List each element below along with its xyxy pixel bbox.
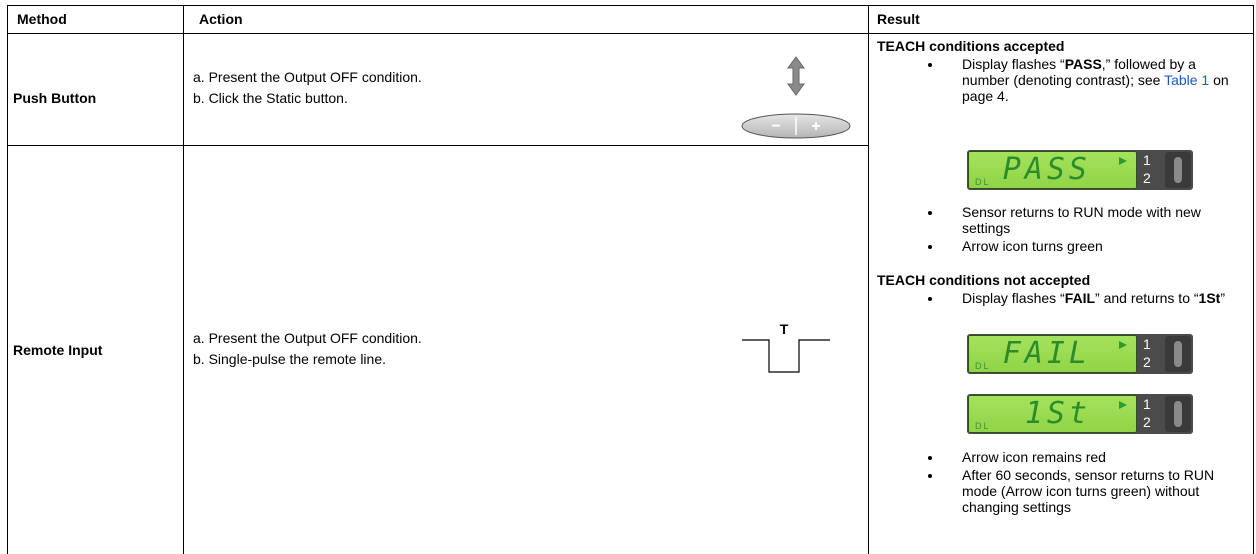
channel-label: 1 [1143, 336, 1151, 352]
lcd-mode: DL [975, 361, 991, 371]
text: Display flashes “ [962, 290, 1065, 306]
result-item: After 60 seconds, sensor returns to RUN … [962, 467, 1215, 515]
method-cell: Push Button [13, 90, 97, 106]
lcd-screen: 1St DL [968, 395, 1137, 433]
text: on page 4. [962, 72, 1229, 104]
bullet [928, 297, 932, 301]
lcd-display: PASS DL 1 2 [967, 150, 1193, 190]
result-item: Arrow icon turns green [962, 238, 1103, 254]
lcd-display: FAIL DL 1 2 [967, 334, 1193, 374]
lcd-text: FAIL [1002, 336, 1091, 371]
table-border [7, 5, 1254, 6]
lcd-display: 1St DL 1 2 [967, 394, 1193, 434]
channel-label: 2 [1143, 354, 1151, 370]
result-item: Display flashes “FAIL” and returns to “1… [962, 290, 1244, 306]
lcd-text: 1St [1024, 396, 1091, 431]
bullet [928, 245, 932, 249]
text: ” [1220, 290, 1226, 306]
text: Display flashes “ [962, 56, 1065, 72]
lcd-knob [1165, 336, 1191, 372]
text: ,” followed by a number (denoting contra… [962, 56, 1196, 88]
pulse-diagram: T [742, 321, 830, 373]
channel-label: 1 [1143, 396, 1151, 412]
lcd-knob [1165, 152, 1191, 188]
bullet [928, 474, 932, 478]
result-item: Sensor returns to RUN mode with new sett… [962, 204, 1201, 236]
header-cell: Method [17, 11, 67, 27]
header-cell: Action [199, 11, 243, 27]
lcd-mode: DL [975, 177, 991, 187]
table-border [7, 5, 8, 554]
table-link[interactable]: Table 1 [1164, 72, 1210, 88]
action-step: a. Present the Output OFF condition. [193, 69, 422, 85]
action-step: b. Click the Static button. [193, 90, 348, 106]
table-border [1253, 5, 1254, 554]
result-item: Arrow icon remains red [962, 449, 1106, 465]
arrow-indicator [1119, 341, 1127, 349]
emphasis: 1St [1198, 290, 1221, 306]
result-item: Display flashes “PASS,” followed by a nu… [962, 56, 1244, 104]
pulse-label: T [780, 321, 789, 337]
action-step: a. Present the Output OFF condition. [193, 330, 422, 346]
result-heading: TEACH conditions accepted [877, 38, 1065, 54]
bullet [928, 63, 932, 67]
bullet [928, 211, 932, 215]
result-heading: TEACH conditions not accepted [877, 272, 1091, 288]
header-rule [7, 33, 1254, 34]
arrow-indicator [1119, 401, 1127, 409]
lcd-screen: PASS DL [968, 151, 1137, 189]
channel-label: 1 [1143, 152, 1151, 168]
plus-label: + [811, 118, 820, 135]
arrow-indicator [1119, 157, 1127, 165]
column-rule [183, 5, 184, 554]
lcd-screen: FAIL DL [968, 335, 1137, 373]
lcd-text: PASS [1002, 152, 1091, 187]
channel-label: 2 [1143, 414, 1151, 430]
method-cell: Remote Input [13, 342, 103, 358]
updown-arrow-icon [787, 56, 805, 96]
bullet [928, 456, 932, 460]
lcd-mode: DL [975, 421, 991, 431]
text: ” and returns to “ [1095, 290, 1199, 306]
emphasis: FAIL [1064, 290, 1096, 306]
row-rule [7, 145, 868, 146]
lcd-knob [1165, 396, 1191, 432]
channel-label: 2 [1143, 170, 1151, 186]
column-rule [868, 5, 869, 554]
header-cell: Result [877, 11, 920, 27]
minus-label: − [771, 118, 780, 135]
action-step: b. Single-pulse the remote line. [193, 351, 386, 367]
emphasis: PASS [1064, 56, 1102, 72]
static-button-icon: − + [741, 113, 851, 139]
